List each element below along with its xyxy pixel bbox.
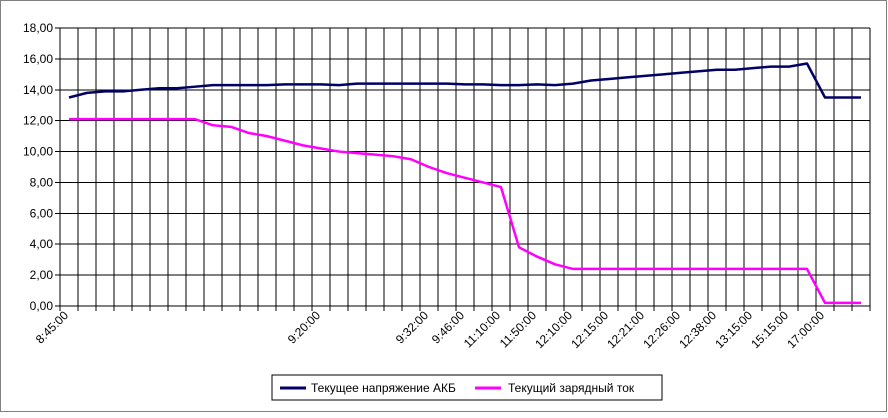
y-tick-label: 0,00 bbox=[30, 299, 54, 313]
y-axis: 0,00 2,00 4,00 6,00 8,00 10,00 12,00 14,00 16,00… bbox=[23, 21, 60, 313]
y-tick-label: 10,00 bbox=[23, 145, 53, 159]
plot-area bbox=[60, 28, 870, 306]
series-line-0 bbox=[68, 62, 861, 99]
series-layer bbox=[68, 62, 861, 305]
y-tick-label: 6,00 bbox=[30, 206, 54, 220]
grid-layer bbox=[59, 27, 871, 307]
legend-label-current: Текущий зарядный ток bbox=[508, 381, 635, 395]
legend-box bbox=[271, 374, 663, 401]
y-tick-label: 4,00 bbox=[30, 237, 54, 251]
y-tick-label: 18,00 bbox=[23, 21, 53, 35]
y-tick-label: 16,00 bbox=[23, 52, 53, 66]
series-line-1 bbox=[69, 117, 861, 305]
y-tick-label: 2,00 bbox=[30, 268, 54, 282]
legend-label-voltage: Текущее напряжение АКБ bbox=[311, 381, 456, 395]
legend: Текущее напряжение АКБ Текущий зарядный … bbox=[271, 374, 663, 401]
y-tick-label: 12,00 bbox=[23, 114, 53, 128]
y-tick-label: 8,00 bbox=[30, 175, 54, 189]
y-tick-label: 14,00 bbox=[23, 83, 53, 97]
